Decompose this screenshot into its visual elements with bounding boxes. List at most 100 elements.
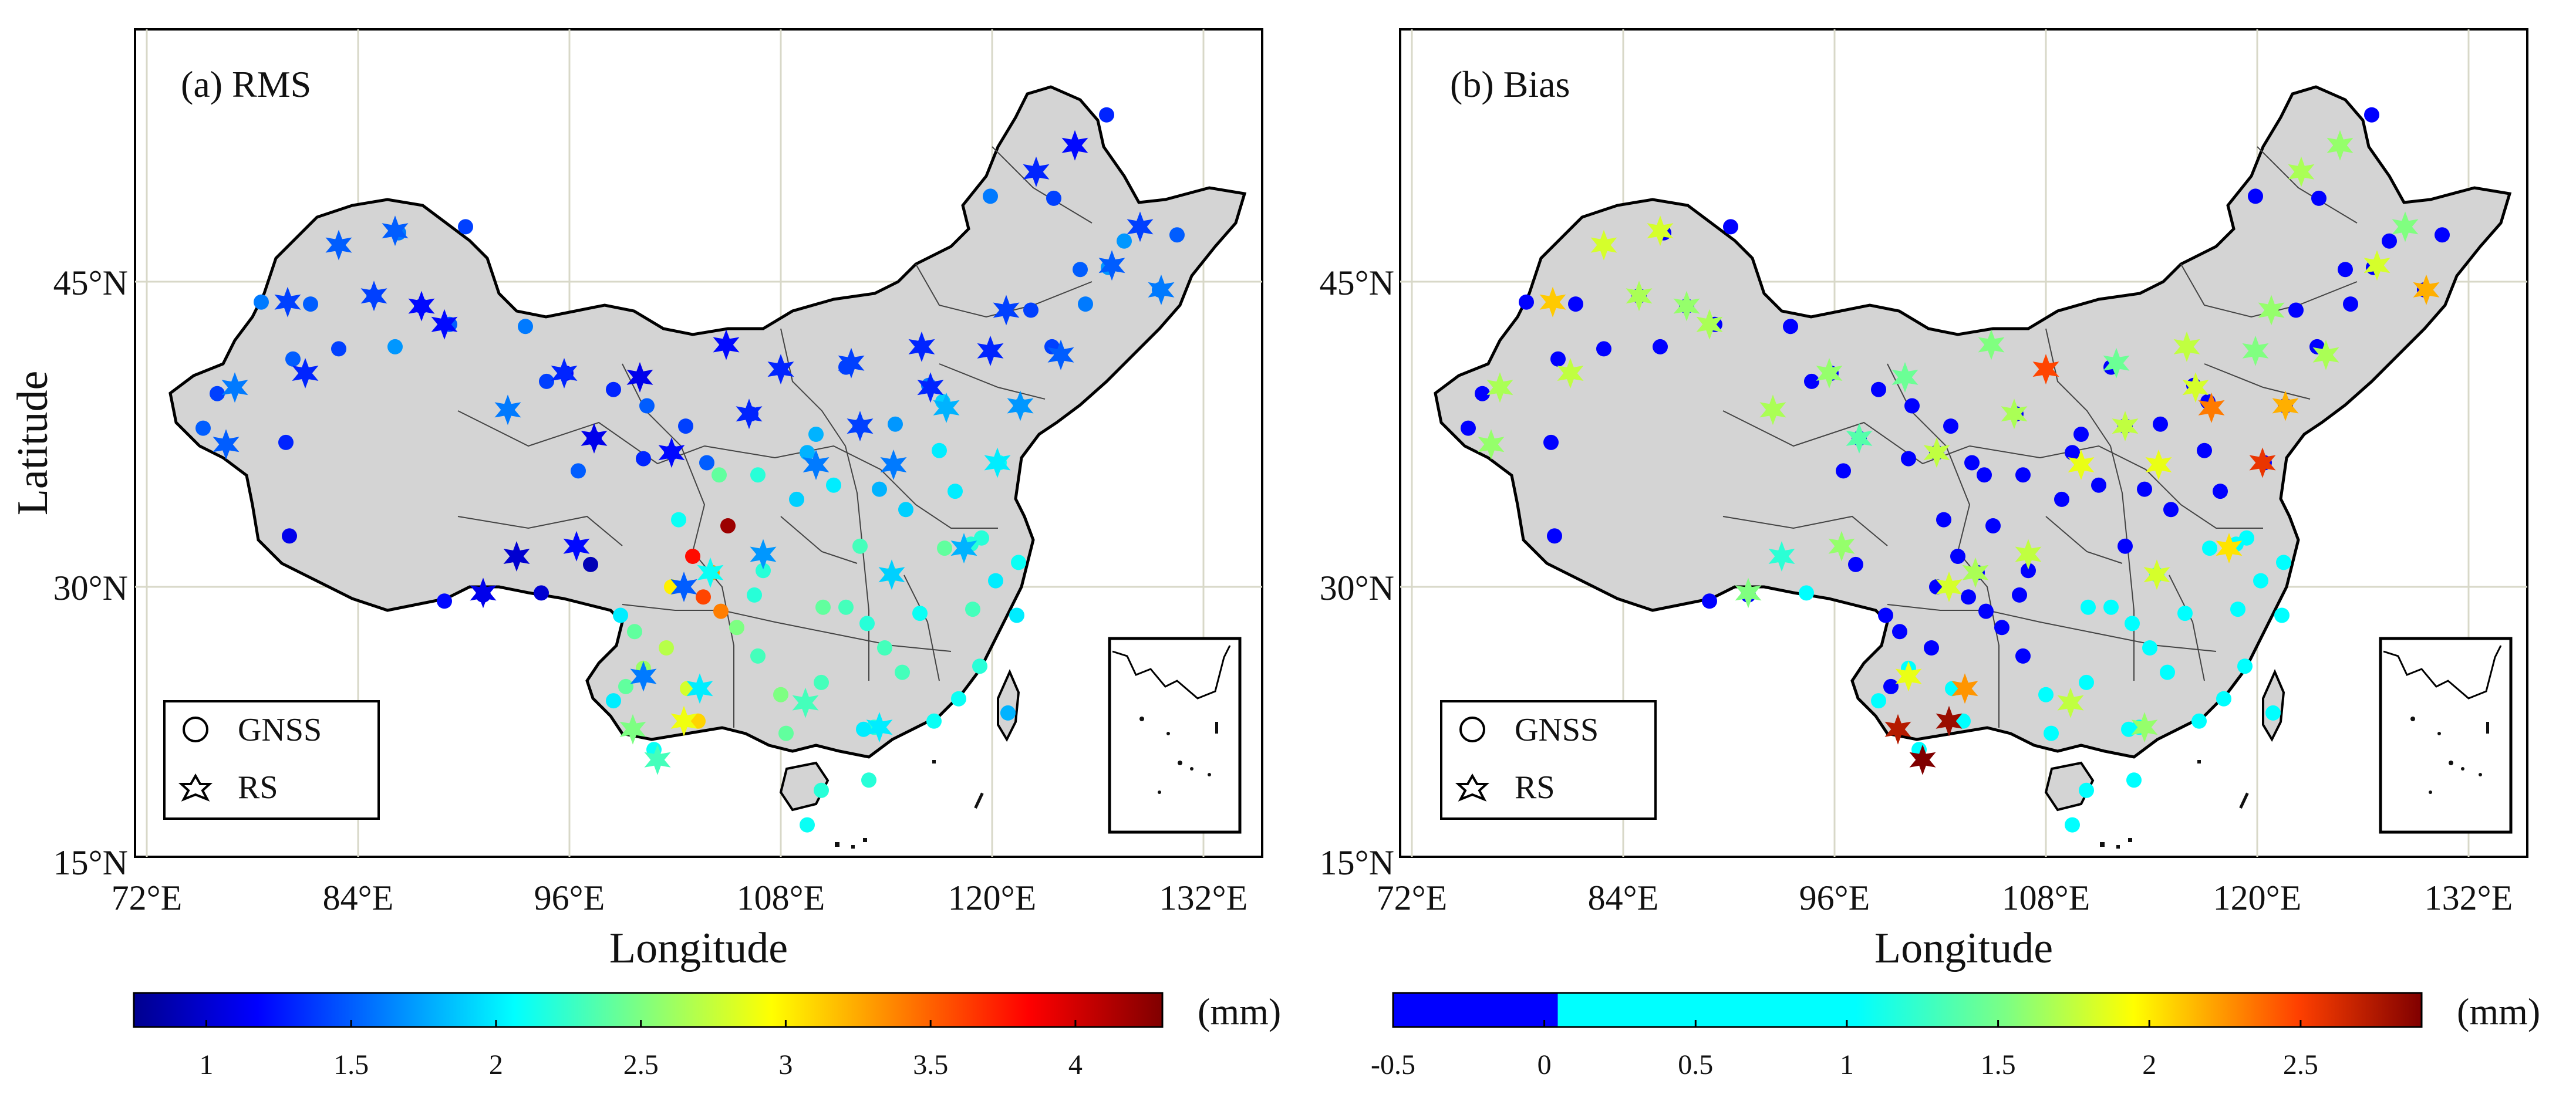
gnss-station-2 [983, 188, 998, 204]
gnss-station-71 [1836, 463, 1851, 479]
rs-station-31 [1951, 673, 1978, 704]
gnss-station-44 [1955, 713, 1971, 729]
legend-gnss-label-bias: GNSS [1515, 712, 1599, 748]
rs-station-31 [686, 673, 713, 704]
gnss-station-45 [696, 589, 711, 605]
legend-rs-label-rms: RS [238, 769, 278, 806]
gnss-station-93 [2015, 467, 2031, 483]
rs-station-3 [2363, 250, 2390, 281]
rs-station-48 [644, 744, 671, 775]
rs-station-7 [977, 335, 1004, 366]
colorbar-bias: -0.5 0 0.5 1 1.5 2 2.5 (mm) [1371, 991, 2540, 1080]
gnss-station-78 [2091, 477, 2106, 493]
gnss-station-57 [331, 341, 346, 357]
lon-ticks-rms: 72°E 84°E 96°E 108°E 120°E 132°E [112, 879, 1248, 917]
gnss-station-53 [583, 556, 598, 572]
rs-station-2 [1127, 211, 1154, 242]
gnss-station-44 [690, 713, 706, 729]
gnss-station-63 [1783, 319, 1798, 335]
rs-station-8 [2173, 331, 2200, 362]
rs-station-36 [2112, 411, 2139, 442]
stations-bias [1461, 107, 2450, 833]
colorbar-tick-label-6: 4 [1068, 1049, 1083, 1080]
gnss-station-31 [2237, 658, 2253, 674]
gnss-station-102 [2230, 602, 2245, 617]
rs-station-5 [2258, 295, 2285, 326]
gnss-station-75 [1723, 219, 1738, 235]
gnss-station-90 [613, 607, 628, 623]
rs-station-35 [736, 398, 763, 430]
lon-tick-108-bias: 108°E [2002, 879, 2091, 917]
rs-station-42 [950, 533, 977, 564]
legend-gnss-label-rms: GNSS [238, 712, 322, 748]
lon-tick-120-bias: 120°E [2213, 879, 2302, 917]
colorbar-tick-label-2: 2 [489, 1049, 503, 1080]
rs-station-40 [2272, 390, 2299, 421]
rs-station-16 [1539, 286, 1566, 317]
gnss-station-30 [912, 606, 928, 621]
rs-station-38 [2198, 392, 2225, 423]
gnss-station-0 [1099, 107, 1114, 123]
lat-tick-45-bias: 45°N [1320, 263, 1394, 302]
gnss-station-73 [254, 294, 269, 310]
gnss-station-94 [800, 445, 815, 461]
gnss-station-1 [2311, 190, 2327, 206]
colorbar-unit-bias: (mm) [2457, 991, 2540, 1032]
rs-station-42 [2216, 533, 2243, 564]
colorbar-tick-label-5: 3.5 [913, 1049, 948, 1080]
lat-ticks-rms: 15°N 30°N 45°N [53, 263, 128, 882]
rs-station-17 [1486, 372, 1513, 403]
rs-station-9 [2103, 347, 2130, 379]
rs-station-21 [1647, 215, 1674, 246]
rs-station-27 [1768, 541, 1795, 572]
gnss-station-18 [699, 455, 714, 471]
rs-station-46 [750, 539, 777, 570]
gnss-station-54 [1547, 528, 1562, 544]
gnss-station-3 [2382, 233, 2397, 249]
legend-rs-label-bias: RS [1515, 769, 1555, 806]
gnss-station-34 [2044, 725, 2059, 741]
gnss-station-95 [838, 599, 854, 615]
rs-station-11 [713, 329, 740, 360]
rs-station-9 [838, 347, 865, 379]
gnss-station-100 [2239, 530, 2254, 546]
colorbar-tick-label-1: 0 [1537, 1049, 1552, 1080]
gnss-station-27 [2202, 540, 2217, 556]
rs-station-22 [213, 429, 240, 460]
gnss-station-68 [606, 381, 621, 397]
rs-station-45 [866, 712, 893, 743]
gnss-station-84 [861, 772, 876, 788]
gnss-station-30 [2177, 606, 2193, 621]
gnss-station-20 [2054, 491, 2069, 507]
gnss-station-91 [671, 512, 686, 528]
rs-station-35 [2001, 398, 2028, 430]
gnss-station-45 [1961, 589, 1976, 605]
rs-station-38 [933, 392, 960, 423]
gnss-station-59 [210, 386, 225, 401]
gnss-station-72 [1461, 420, 1476, 436]
gnss-station-36 [750, 648, 766, 664]
gnss-station-78 [826, 477, 841, 493]
gnss-station-70 [636, 451, 651, 467]
rs-station-34 [2068, 450, 2095, 480]
gnss-station-21 [872, 481, 887, 497]
rs-station-13 [1816, 358, 1843, 388]
gnss-station-85 [2265, 705, 2281, 721]
legend-rs-marker-rms [178, 773, 213, 802]
gnss-station-8 [1023, 302, 1039, 318]
gnss-station-37 [2012, 587, 2027, 603]
gnss-station-36 [2015, 648, 2031, 664]
colorbar-tick-label-4: 3 [778, 1049, 793, 1080]
gnss-station-88 [1924, 640, 1939, 656]
rs-station-16 [274, 286, 301, 317]
gnss-station-83 [926, 713, 942, 729]
rs-station-10 [767, 354, 794, 385]
gnss-station-65 [539, 373, 554, 389]
gnss-station-75 [458, 219, 473, 235]
gnss-station-59 [1475, 386, 1490, 401]
lat-tick-15-bias: 15°N [1320, 843, 1394, 882]
gnss-station-61 [1653, 339, 1668, 354]
rs-station-4 [2413, 274, 2440, 305]
gnss-station-5 [2338, 262, 2353, 278]
gnss-station-8 [2288, 302, 2304, 318]
